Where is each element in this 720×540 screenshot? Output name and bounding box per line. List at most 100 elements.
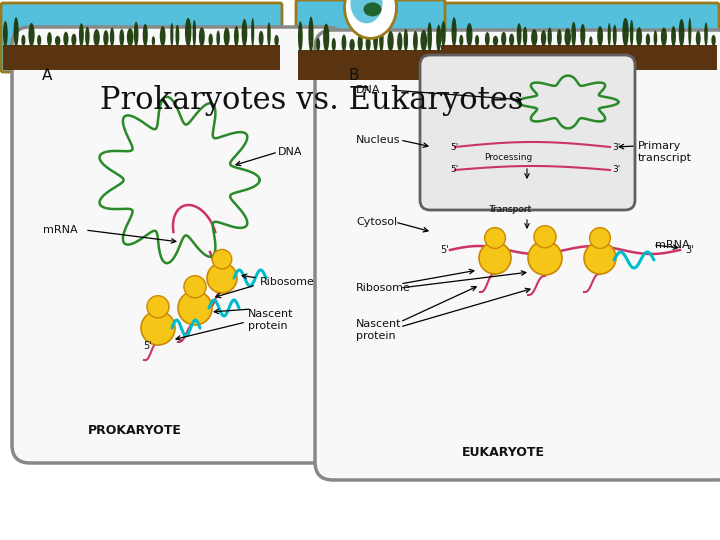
Ellipse shape: [349, 39, 355, 51]
Text: mRNA: mRNA: [43, 225, 78, 235]
Ellipse shape: [509, 33, 514, 46]
Ellipse shape: [467, 23, 472, 46]
Ellipse shape: [160, 26, 166, 46]
Text: 5': 5': [450, 165, 458, 174]
Ellipse shape: [589, 36, 593, 46]
Bar: [3, 45, 280, 70]
Ellipse shape: [541, 30, 546, 46]
Ellipse shape: [441, 21, 446, 46]
Text: 5': 5': [450, 143, 458, 152]
Ellipse shape: [696, 31, 701, 46]
Ellipse shape: [351, 0, 382, 23]
Ellipse shape: [224, 28, 230, 46]
Ellipse shape: [323, 24, 329, 52]
Ellipse shape: [14, 17, 19, 46]
Text: Primary
transcript: Primary transcript: [638, 141, 692, 163]
Ellipse shape: [613, 25, 617, 46]
Circle shape: [584, 242, 616, 274]
Ellipse shape: [341, 35, 346, 51]
Ellipse shape: [459, 35, 464, 46]
Ellipse shape: [420, 30, 427, 51]
Circle shape: [479, 242, 511, 274]
Ellipse shape: [404, 29, 408, 51]
Text: Nascent
protein: Nascent protein: [356, 319, 402, 341]
Ellipse shape: [475, 35, 479, 46]
Ellipse shape: [242, 19, 247, 46]
Ellipse shape: [571, 22, 576, 46]
Text: Cytosol: Cytosol: [356, 217, 397, 227]
Ellipse shape: [134, 22, 138, 46]
Ellipse shape: [37, 35, 41, 46]
Ellipse shape: [492, 36, 498, 46]
Text: Nascent
protein: Nascent protein: [248, 309, 294, 331]
Ellipse shape: [517, 23, 521, 46]
Ellipse shape: [436, 25, 441, 52]
Circle shape: [178, 291, 212, 325]
Ellipse shape: [597, 26, 603, 46]
Ellipse shape: [47, 32, 52, 46]
Ellipse shape: [267, 22, 271, 46]
Ellipse shape: [63, 32, 68, 46]
Ellipse shape: [387, 31, 394, 51]
Circle shape: [534, 226, 556, 248]
Circle shape: [141, 311, 175, 345]
Ellipse shape: [646, 33, 650, 46]
Ellipse shape: [85, 26, 89, 46]
Ellipse shape: [427, 22, 432, 52]
Circle shape: [485, 227, 505, 248]
Text: 5': 5': [440, 245, 449, 255]
Ellipse shape: [688, 18, 691, 46]
Ellipse shape: [316, 38, 320, 51]
Ellipse shape: [711, 35, 716, 46]
Text: Prokaryotes vs. Eukaryotes: Prokaryotes vs. Eukaryotes: [100, 85, 523, 116]
FancyBboxPatch shape: [420, 55, 635, 210]
Ellipse shape: [413, 31, 418, 51]
Ellipse shape: [557, 29, 562, 46]
Ellipse shape: [523, 26, 527, 46]
Text: mRNA: mRNA: [655, 240, 690, 250]
Ellipse shape: [451, 17, 456, 46]
Text: A: A: [42, 68, 53, 83]
Ellipse shape: [580, 24, 585, 46]
Ellipse shape: [103, 30, 109, 46]
Ellipse shape: [364, 2, 382, 16]
Bar: [298, 50, 443, 80]
Ellipse shape: [71, 33, 76, 46]
Ellipse shape: [234, 26, 239, 46]
Ellipse shape: [564, 28, 571, 46]
Ellipse shape: [366, 36, 371, 51]
Ellipse shape: [3, 21, 8, 46]
Text: DNA: DNA: [278, 147, 302, 157]
Ellipse shape: [379, 28, 384, 51]
Circle shape: [528, 241, 562, 275]
Ellipse shape: [671, 26, 676, 46]
Ellipse shape: [170, 23, 174, 46]
Ellipse shape: [258, 31, 264, 46]
FancyBboxPatch shape: [1, 3, 282, 72]
Ellipse shape: [274, 35, 279, 46]
Ellipse shape: [199, 27, 204, 46]
Text: 3': 3': [612, 143, 620, 152]
Circle shape: [184, 276, 206, 298]
Ellipse shape: [704, 22, 708, 46]
Ellipse shape: [358, 34, 363, 51]
Ellipse shape: [209, 33, 213, 46]
Ellipse shape: [344, 0, 397, 38]
Ellipse shape: [152, 36, 155, 46]
Ellipse shape: [661, 28, 667, 46]
Ellipse shape: [485, 32, 490, 46]
Ellipse shape: [308, 17, 313, 52]
Text: Transport: Transport: [488, 206, 531, 214]
Text: Nucleus: Nucleus: [356, 135, 400, 145]
Circle shape: [147, 296, 169, 318]
Ellipse shape: [608, 23, 611, 46]
Ellipse shape: [531, 29, 537, 46]
Ellipse shape: [373, 24, 378, 52]
FancyBboxPatch shape: [296, 0, 445, 82]
Text: Ribosome: Ribosome: [260, 277, 315, 287]
Ellipse shape: [79, 23, 84, 46]
Ellipse shape: [185, 18, 192, 46]
Ellipse shape: [332, 38, 336, 51]
FancyBboxPatch shape: [439, 3, 719, 72]
Ellipse shape: [94, 29, 100, 46]
